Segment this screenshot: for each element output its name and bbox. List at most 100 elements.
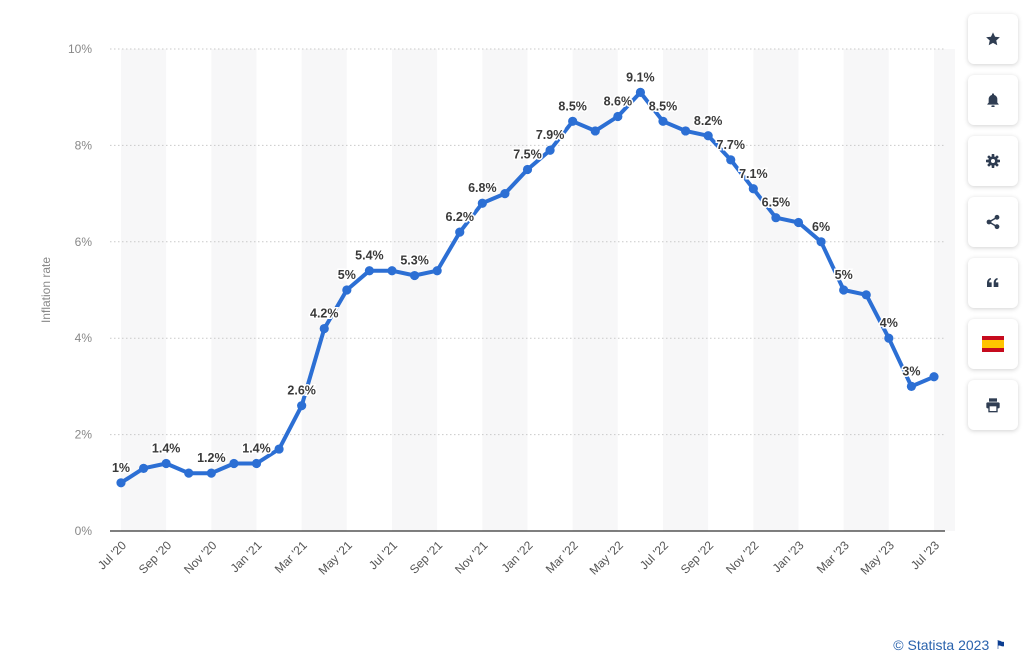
data-label: 2.6% — [287, 384, 316, 398]
data-label: 5% — [338, 268, 356, 282]
x-tick-label: Mar '22 — [543, 538, 581, 576]
data-label: 8.6% — [604, 94, 633, 108]
x-tick-label: Jul '20 — [95, 538, 129, 572]
data-label: 1.4% — [152, 442, 181, 456]
background-band — [934, 49, 955, 531]
data-point — [522, 164, 533, 175]
data-point — [545, 145, 555, 155]
background-band — [888, 49, 934, 531]
background-band — [166, 49, 212, 531]
x-tick-label: May '23 — [858, 538, 898, 578]
data-point — [500, 189, 510, 199]
data-label: 5.4% — [355, 249, 384, 263]
data-label: 5.3% — [400, 254, 429, 268]
data-label: 6% — [812, 220, 830, 234]
y-tick-label: 10% — [68, 42, 92, 56]
share-button[interactable] — [968, 197, 1018, 247]
data-point — [748, 184, 758, 194]
data-point — [206, 468, 216, 478]
settings-button[interactable] — [968, 136, 1018, 186]
language-button[interactable] — [968, 319, 1018, 369]
data-point — [884, 333, 894, 343]
x-tick-label: Nov '21 — [452, 538, 491, 577]
y-tick-label: 8% — [75, 138, 93, 152]
data-point — [793, 217, 804, 228]
data-label: 7.9% — [536, 128, 565, 142]
y-tick-label: 4% — [75, 331, 93, 345]
x-tick-label: Mar '23 — [814, 538, 852, 576]
x-tick-label: Jul '21 — [366, 538, 400, 572]
data-point — [726, 155, 736, 165]
data-point — [364, 266, 375, 276]
print-button[interactable] — [968, 380, 1018, 430]
background-band — [798, 49, 844, 531]
data-point — [861, 290, 871, 300]
data-point — [635, 87, 646, 97]
credits[interactable]: © Statista 2023 ⚑ — [893, 637, 1006, 653]
data-label: 7.7% — [717, 138, 746, 152]
spain-flag-icon — [982, 336, 1004, 352]
share-icon — [986, 214, 1000, 230]
data-point — [274, 444, 284, 454]
data-point — [229, 458, 239, 469]
data-point — [839, 285, 849, 295]
data-point — [929, 372, 939, 382]
x-tick-label: Nov '22 — [723, 538, 762, 577]
background-band — [527, 49, 573, 531]
print-icon — [986, 398, 1000, 413]
background-band — [482, 49, 528, 531]
data-point — [771, 213, 781, 223]
x-tick-label: Jul '23 — [908, 538, 942, 572]
favorite-button[interactable] — [968, 14, 1018, 64]
notification-button[interactable] — [968, 75, 1018, 125]
bell-icon — [987, 93, 999, 107]
background-band — [121, 49, 167, 531]
data-point — [319, 323, 329, 334]
data-point — [703, 131, 713, 141]
gear-icon — [986, 154, 1000, 168]
data-label: 5% — [835, 268, 853, 282]
report-flag-icon[interactable]: ⚑ — [995, 638, 1006, 652]
data-label: 8.5% — [649, 99, 678, 113]
data-point — [297, 401, 307, 411]
background-band — [392, 49, 438, 531]
chart-area: 0% 2% 4% 6% 8% 10% Jul '20 Sep '20 Nov '20 Jan '2… — [39, 42, 955, 578]
x-tick-label: Sep '21 — [407, 538, 446, 577]
line-chart: 0%2%4%6%8%10%Jul '20 Sep '20 Nov '20 Jan '2… — [67, 42, 955, 578]
background-band — [437, 49, 483, 531]
data-point — [455, 227, 465, 237]
data-point — [568, 116, 578, 126]
data-label: 6.5% — [762, 196, 791, 210]
x-tick-label: Sep '22 — [678, 538, 717, 577]
data-point — [342, 285, 352, 295]
data-label: 4% — [880, 316, 898, 330]
data-point — [477, 198, 487, 208]
background-band — [301, 49, 347, 531]
background-band — [753, 49, 799, 531]
data-label: 7.1% — [739, 167, 768, 181]
data-point — [906, 381, 917, 391]
y-tick-label: 6% — [75, 235, 93, 249]
data-point — [161, 458, 171, 469]
data-label: 3% — [902, 364, 920, 378]
data-point — [590, 126, 600, 136]
data-label: 7.5% — [513, 148, 542, 162]
data-point — [116, 478, 126, 488]
x-tick-label: Nov '20 — [181, 538, 220, 577]
data-label: 8.2% — [694, 114, 723, 128]
data-label: 1.2% — [197, 451, 226, 465]
data-point — [680, 126, 691, 136]
star-icon — [986, 32, 1000, 46]
data-label: 9.1% — [626, 70, 655, 84]
data-point — [387, 266, 397, 276]
data-point — [184, 468, 194, 478]
credits-text[interactable]: © Statista 2023 — [893, 637, 990, 653]
background-band — [211, 49, 257, 531]
cite-button[interactable] — [968, 258, 1018, 308]
background-band — [617, 49, 663, 531]
data-point — [613, 111, 623, 122]
x-tick-label: Jan '21 — [228, 538, 265, 575]
x-tick-label: Sep '20 — [136, 538, 175, 577]
background-band — [708, 49, 754, 531]
x-tick-label: Mar '21 — [272, 538, 310, 576]
